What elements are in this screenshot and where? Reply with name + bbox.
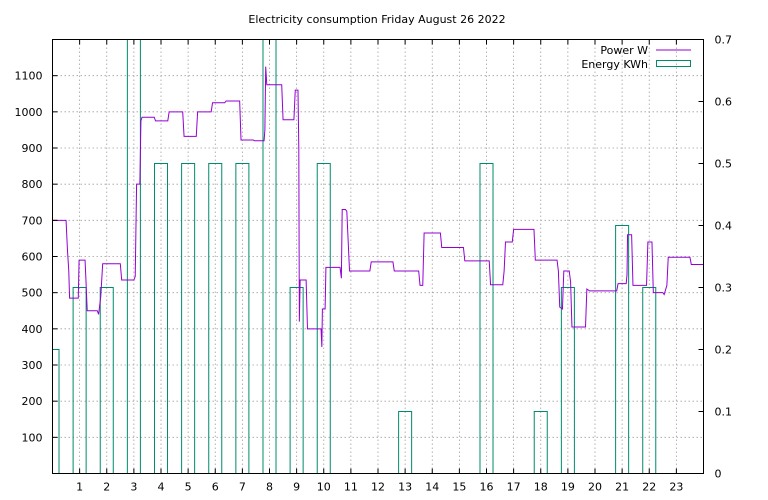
x-tick-label: 11 [344, 481, 358, 494]
x-tick-label: 20 [588, 481, 602, 494]
x-tick-label: 13 [398, 481, 412, 494]
x-tick-label: 14 [425, 481, 439, 494]
energy-bar [153, 163, 169, 474]
x-tick-label: 10 [317, 481, 331, 494]
energy-bar [479, 163, 494, 474]
y-right-tick-label: 0.2 [715, 344, 733, 357]
y-left-tick-label: 400 [22, 323, 43, 336]
energy-bar [235, 163, 250, 474]
y-left-tick-label: 600 [22, 251, 43, 264]
axis-ticks: 1 2 3 4 5 6 7 8 9 10 11 12 13 14 15 16 17 18 19 20 21 22 23100… [15, 34, 733, 494]
legend: Power W Energy KWh [581, 44, 691, 71]
x-tick-label: 5 [185, 481, 192, 494]
y-left-tick-label: 100 [22, 431, 43, 444]
x-tick-label: 8 [266, 481, 273, 494]
y-right-tick-label: 0.1 [715, 406, 733, 419]
legend-energy-label: Energy KWh [581, 58, 648, 71]
x-tick-label: 23 [669, 481, 683, 494]
energy-bar [316, 163, 331, 474]
y-right-tick-label: 0.6 [715, 96, 733, 109]
x-tick-label: 15 [452, 481, 466, 494]
energy-bar [208, 163, 223, 474]
y-left-tick-label: 500 [22, 287, 43, 300]
y-left-tick-label: 900 [22, 142, 43, 155]
x-tick-label: 16 [480, 481, 494, 494]
y-right-tick-label: 0.7 [715, 34, 733, 47]
x-tick-label: 3 [130, 481, 137, 494]
y-right-tick-label: 0.4 [715, 220, 733, 233]
x-tick-label: 6 [212, 481, 219, 494]
x-tick-label: 17 [507, 481, 521, 494]
y-left-tick-label: 300 [22, 359, 43, 372]
x-tick-label: 21 [615, 481, 629, 494]
y-left-tick-label: 700 [22, 214, 43, 227]
y-right-tick-label: 0 [715, 468, 722, 481]
y-right-tick-label: 0.5 [715, 158, 733, 171]
y-left-tick-label: 1100 [15, 70, 43, 83]
x-tick-label: 2 [103, 481, 110, 494]
chart-title: Electricity consumption Friday August 26… [248, 13, 505, 26]
y-left-tick-label: 1000 [15, 106, 43, 119]
energy-bar [181, 163, 196, 474]
power-line [52, 66, 704, 347]
x-tick-label: 9 [293, 481, 300, 494]
x-tick-label: 22 [642, 481, 656, 494]
y-right-tick-label: 0.3 [715, 282, 733, 295]
x-tick-label: 7 [239, 481, 246, 494]
x-tick-label: 4 [158, 481, 165, 494]
grid [52, 39, 704, 474]
x-tick-label: 19 [561, 481, 575, 494]
power-line-layer [52, 66, 704, 347]
y-left-tick-label: 800 [22, 178, 43, 191]
x-tick-label: 18 [534, 481, 548, 494]
x-tick-label: 1 [76, 481, 83, 494]
y-left-tick-label: 200 [22, 395, 43, 408]
x-tick-label: 12 [371, 481, 385, 494]
legend-energy-swatch [656, 60, 691, 67]
energy-bar [52, 349, 60, 474]
legend-power-label: Power W [600, 44, 648, 57]
